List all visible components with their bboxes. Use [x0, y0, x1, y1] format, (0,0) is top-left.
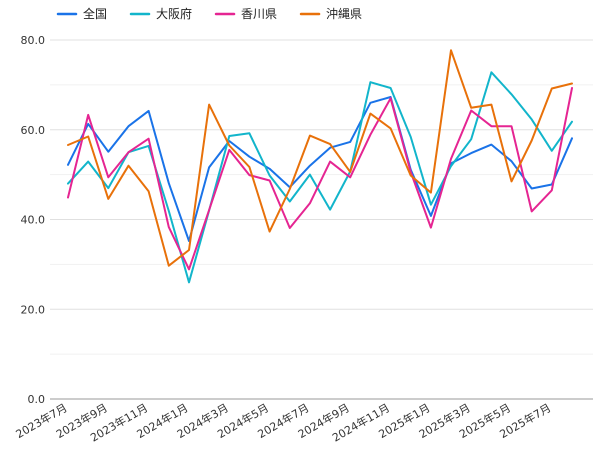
y-tick-label: 0.0	[28, 393, 46, 406]
series-line-1	[67, 96, 573, 242]
series-line-3	[67, 87, 573, 271]
legend-label: 沖縄県	[326, 6, 362, 21]
legend-label: 大阪府	[156, 6, 192, 21]
series-line-4	[67, 49, 573, 267]
y-tick-label: 40.0	[21, 214, 46, 227]
legend-label: 香川県	[241, 7, 277, 21]
y-tick-label: 60.0	[21, 124, 46, 137]
legend-label: 全国	[83, 6, 107, 21]
y-tick-label: 80.0	[21, 34, 46, 47]
series-line-2	[67, 71, 573, 284]
y-tick-label: 20.0	[21, 303, 46, 316]
